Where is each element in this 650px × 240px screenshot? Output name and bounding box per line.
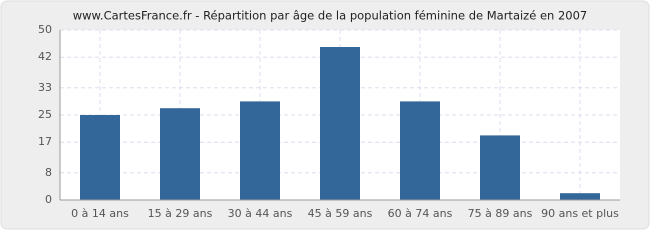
- bar: [480, 135, 520, 200]
- y-tick-label: 17: [38, 135, 52, 148]
- y-tick-label: 8: [45, 166, 52, 179]
- x-tick-label: 60 à 74 ans: [388, 207, 453, 220]
- y-tick-label: 50: [38, 23, 52, 36]
- x-tick-label: 0 à 14 ans: [71, 207, 129, 220]
- chart-title: www.CartesFrance.fr - Répartition par âg…: [73, 9, 588, 23]
- y-tick-label: 0: [45, 193, 52, 206]
- x-tick-label: 90 ans et plus: [541, 207, 619, 220]
- bar: [320, 47, 360, 200]
- x-tick-label: 15 à 29 ans: [148, 207, 213, 220]
- y-tick-label: 42: [38, 50, 52, 63]
- x-tick-label: 45 à 59 ans: [308, 207, 373, 220]
- y-tick-label: 33: [38, 81, 52, 94]
- chart: www.CartesFrance.fr - Répartition par âg…: [0, 0, 650, 230]
- x-tick-label: 75 à 89 ans: [468, 207, 533, 220]
- bar: [400, 101, 440, 200]
- x-tick-label: 30 à 44 ans: [228, 207, 293, 220]
- bar: [560, 193, 600, 200]
- bar: [160, 108, 200, 200]
- bar: [240, 101, 280, 200]
- y-tick-label: 25: [38, 108, 52, 121]
- bar: [80, 115, 120, 200]
- page: www.CartesFrance.fr - Répartition par âg…: [0, 0, 650, 230]
